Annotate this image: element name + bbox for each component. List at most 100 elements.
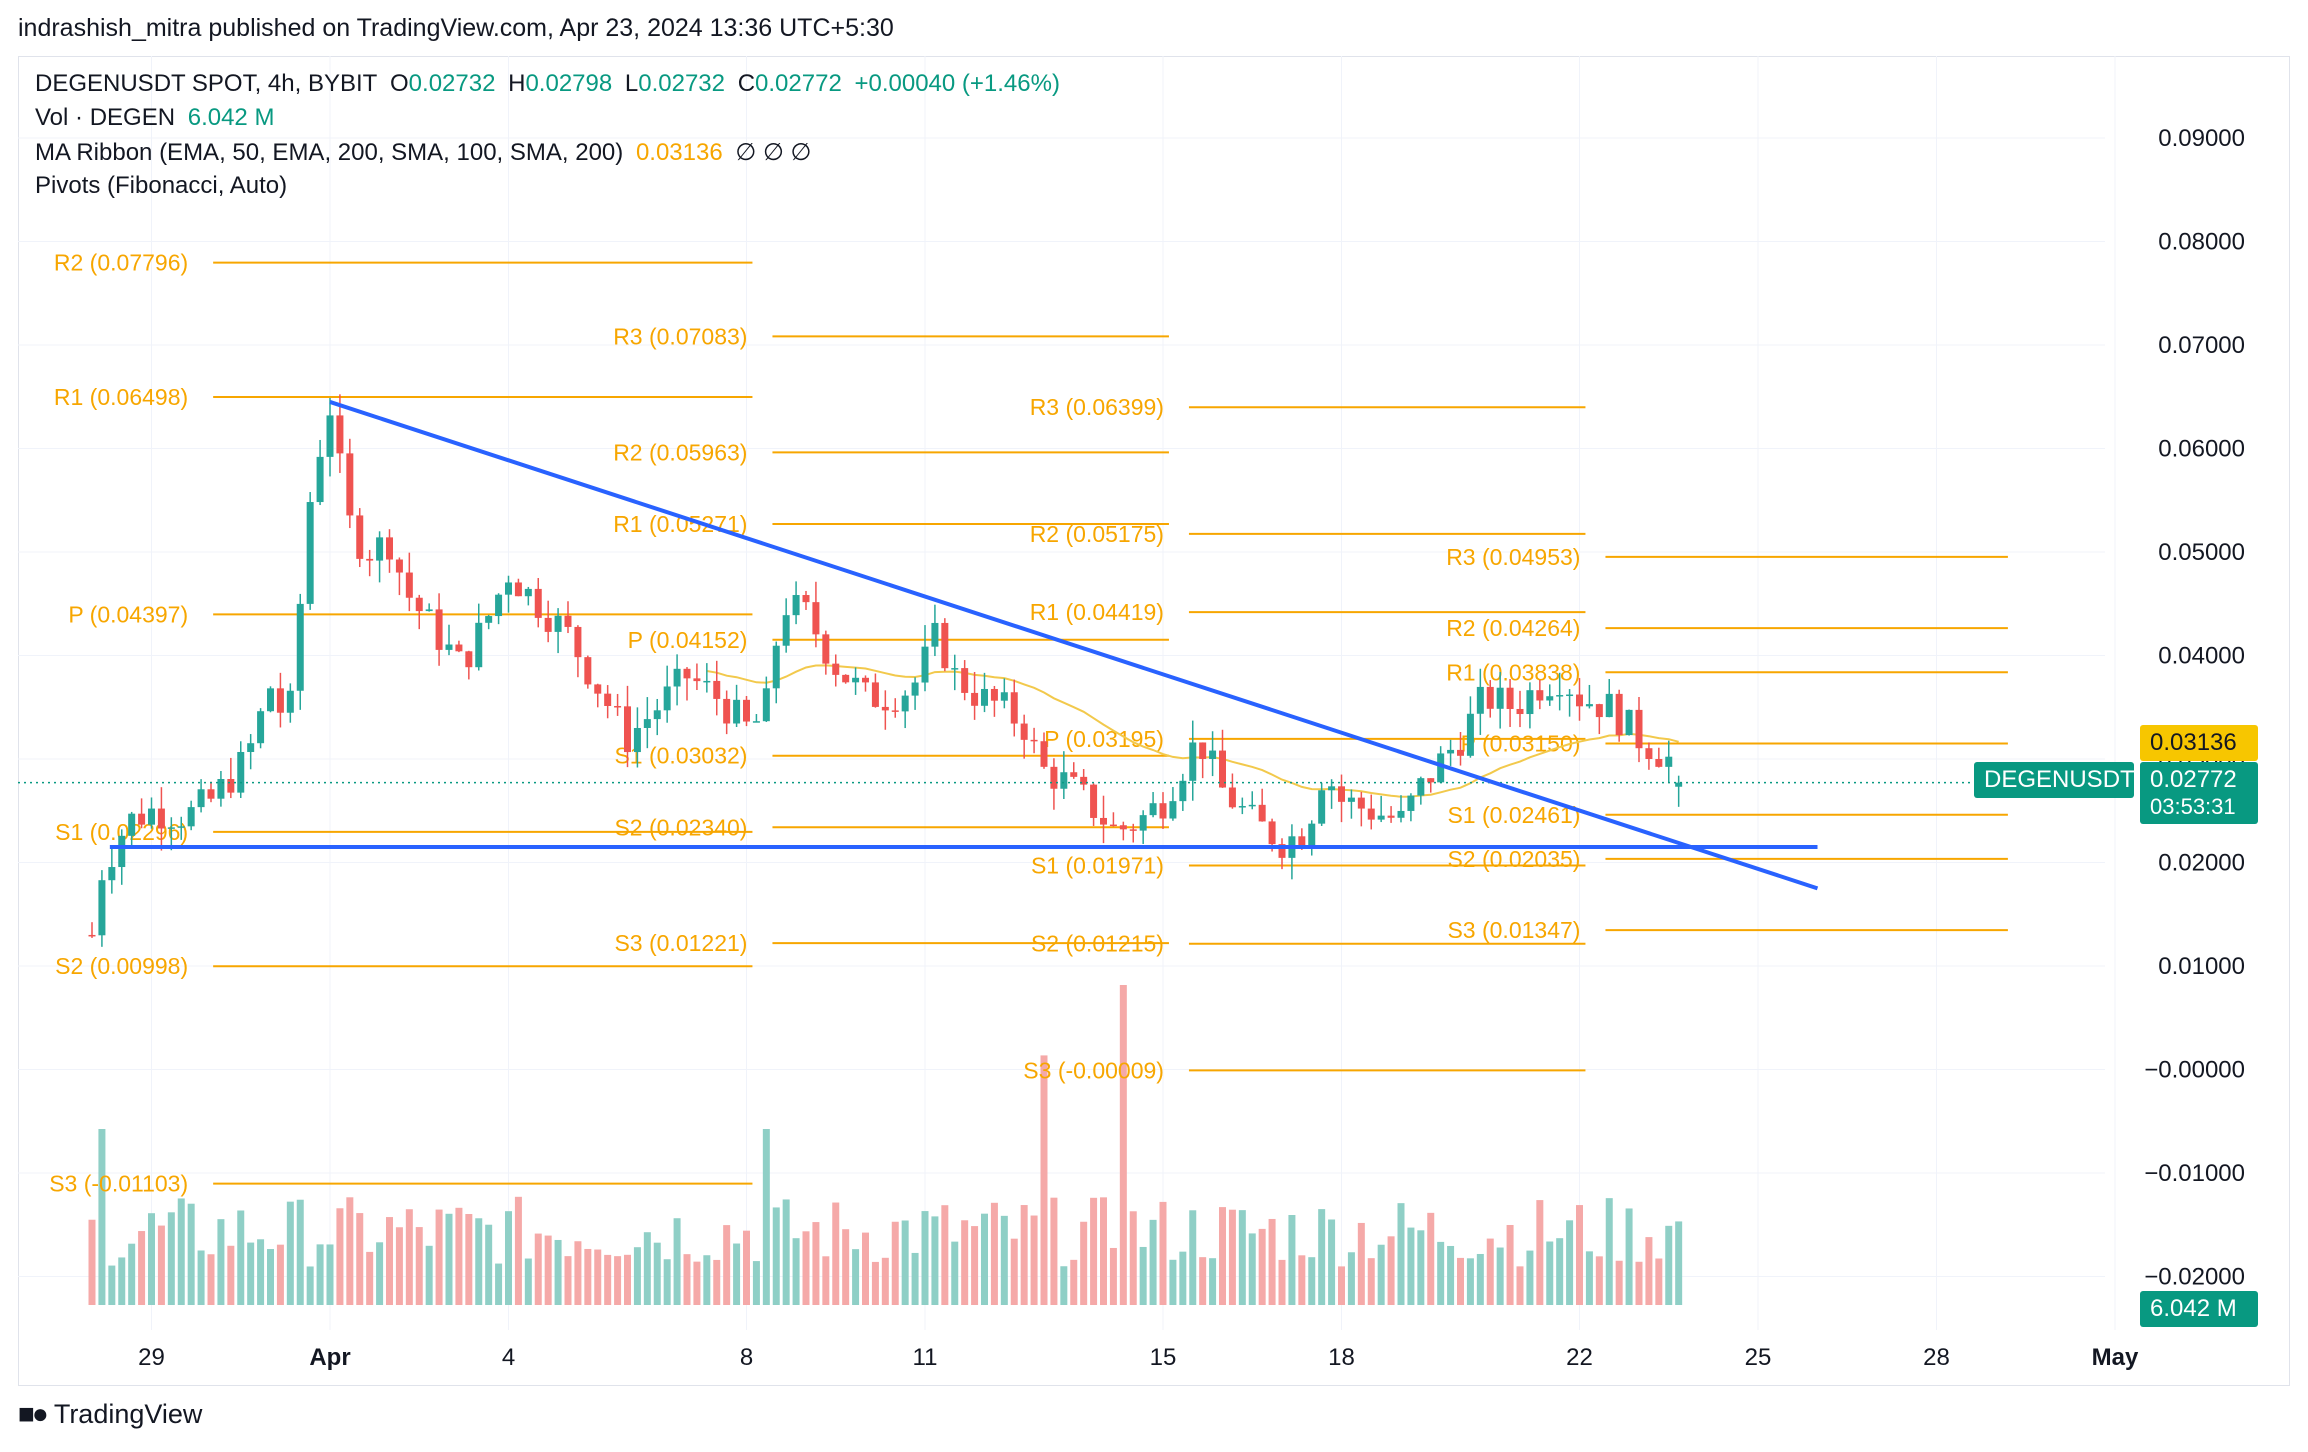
candle-body bbox=[693, 678, 701, 682]
volume-bar bbox=[703, 1255, 711, 1305]
symbol-label[interactable]: DEGENUSDT SPOT, 4h, BYBIT bbox=[35, 70, 378, 97]
candle-body bbox=[1109, 824, 1117, 827]
candle-body bbox=[455, 644, 463, 652]
volume-bar bbox=[1248, 1233, 1256, 1305]
candle-body bbox=[296, 603, 304, 691]
pivots-label: Pivots (Fibonacci, Auto) bbox=[35, 172, 288, 199]
x-tick-label: 22 bbox=[1566, 1344, 1593, 1371]
volume-bar bbox=[663, 1259, 671, 1305]
candle-body bbox=[802, 595, 810, 603]
candle-body bbox=[762, 688, 770, 722]
last-price-value: 0.02772 bbox=[2150, 766, 2237, 793]
pivot-label: R2 (0.04264) bbox=[1446, 615, 1580, 641]
candle-body bbox=[316, 456, 324, 503]
candle-body bbox=[1020, 723, 1028, 740]
volume-bar bbox=[673, 1218, 681, 1305]
candle-body bbox=[1357, 797, 1365, 809]
candle-body bbox=[1496, 687, 1504, 709]
candle-body bbox=[842, 674, 850, 683]
candle-body bbox=[1159, 803, 1167, 819]
volume-bar bbox=[1219, 1207, 1226, 1305]
candle-body bbox=[445, 644, 453, 650]
volume-bar bbox=[197, 1250, 205, 1305]
candle-body bbox=[1387, 815, 1395, 818]
pivot-label: S2 (0.02035) bbox=[1447, 846, 1580, 872]
candle-body bbox=[108, 867, 116, 881]
volume-bar bbox=[306, 1266, 314, 1305]
volume-bar bbox=[594, 1249, 602, 1305]
candle-body bbox=[167, 827, 175, 829]
candle-body bbox=[1615, 693, 1623, 736]
candle-body bbox=[1367, 808, 1375, 820]
chart-frame[interactable] bbox=[18, 56, 2290, 1386]
volume-bar bbox=[1675, 1221, 1683, 1305]
tradingview-logo[interactable]: ■● TradingView bbox=[18, 1398, 202, 1430]
volume-bar bbox=[1466, 1258, 1474, 1305]
legend-ohlc[interactable]: DEGENUSDT SPOT, 4h, BYBIT O0.02732 H0.02… bbox=[35, 70, 1066, 98]
candle-body bbox=[1635, 709, 1643, 749]
candle-body bbox=[1278, 844, 1286, 858]
pivot-label: R3 (0.04953) bbox=[1446, 544, 1580, 570]
grid bbox=[18, 56, 2116, 1330]
candle-body bbox=[138, 813, 146, 825]
volume-bar bbox=[1635, 1261, 1643, 1305]
candle-body bbox=[1338, 786, 1345, 802]
volume-bar bbox=[445, 1213, 453, 1305]
volume-bar bbox=[485, 1224, 493, 1305]
volume-bar bbox=[941, 1205, 949, 1305]
candle-body bbox=[356, 515, 364, 559]
candle-body bbox=[1308, 823, 1316, 849]
volume-bar bbox=[862, 1232, 869, 1305]
candle-body bbox=[1030, 739, 1038, 742]
volume-bar bbox=[366, 1251, 374, 1305]
volume-bar bbox=[951, 1241, 959, 1305]
y-tick-label: 0.05000 bbox=[2158, 539, 2245, 566]
candle-body bbox=[425, 609, 433, 612]
volume-bar bbox=[217, 1219, 225, 1305]
legend-volume[interactable]: Vol · DEGEN 6.042 M bbox=[35, 104, 280, 132]
candle-body bbox=[514, 582, 522, 597]
volume-bar bbox=[1427, 1212, 1435, 1305]
candle-body bbox=[633, 727, 641, 753]
volume-bar bbox=[237, 1210, 245, 1305]
volume-tag: 6.042 M bbox=[2140, 1291, 2258, 1327]
volume-bar bbox=[108, 1265, 116, 1305]
y-tick-label: −0.00000 bbox=[2144, 1057, 2245, 1084]
candle-body bbox=[1407, 795, 1415, 811]
candle-body bbox=[653, 710, 661, 720]
volume-bar bbox=[713, 1259, 721, 1305]
candle-body bbox=[1189, 742, 1197, 781]
volume-bar bbox=[98, 1129, 106, 1305]
candle-body bbox=[1486, 686, 1494, 709]
candle-body bbox=[1129, 829, 1137, 831]
volume-bar bbox=[435, 1209, 443, 1305]
candle-body bbox=[1070, 772, 1078, 777]
volume-bar bbox=[376, 1242, 384, 1305]
candle-body bbox=[1258, 804, 1266, 822]
candle-body bbox=[723, 698, 731, 724]
legend-pivots[interactable]: Pivots (Fibonacci, Auto) bbox=[35, 172, 293, 200]
volume-bar bbox=[1328, 1219, 1336, 1305]
candle-body bbox=[822, 634, 830, 664]
candle-body bbox=[812, 602, 820, 635]
candle-body bbox=[663, 686, 671, 711]
pivot-label: S2 (0.00998) bbox=[55, 953, 188, 979]
volume-bar bbox=[792, 1238, 800, 1305]
volume-bar bbox=[1486, 1238, 1494, 1305]
volume-bar bbox=[1437, 1241, 1445, 1305]
volume-bar bbox=[1645, 1237, 1653, 1305]
volume-bar bbox=[1209, 1258, 1217, 1305]
publisher-bar: indrashish_mitra published on TradingVie… bbox=[0, 0, 2308, 56]
candle-body bbox=[157, 808, 165, 829]
candle-body bbox=[752, 721, 760, 723]
volume-bar bbox=[911, 1252, 919, 1305]
candle-body bbox=[931, 622, 939, 647]
candle-body bbox=[1179, 780, 1187, 802]
candle-body bbox=[871, 682, 879, 707]
legend-ma-ribbon[interactable]: MA Ribbon (EMA, 50, EMA, 200, SMA, 100, … bbox=[35, 138, 817, 167]
volume-bar bbox=[683, 1254, 691, 1305]
candle-body bbox=[901, 695, 909, 712]
volume-bar bbox=[1268, 1218, 1276, 1305]
volume-bar bbox=[1367, 1258, 1375, 1305]
